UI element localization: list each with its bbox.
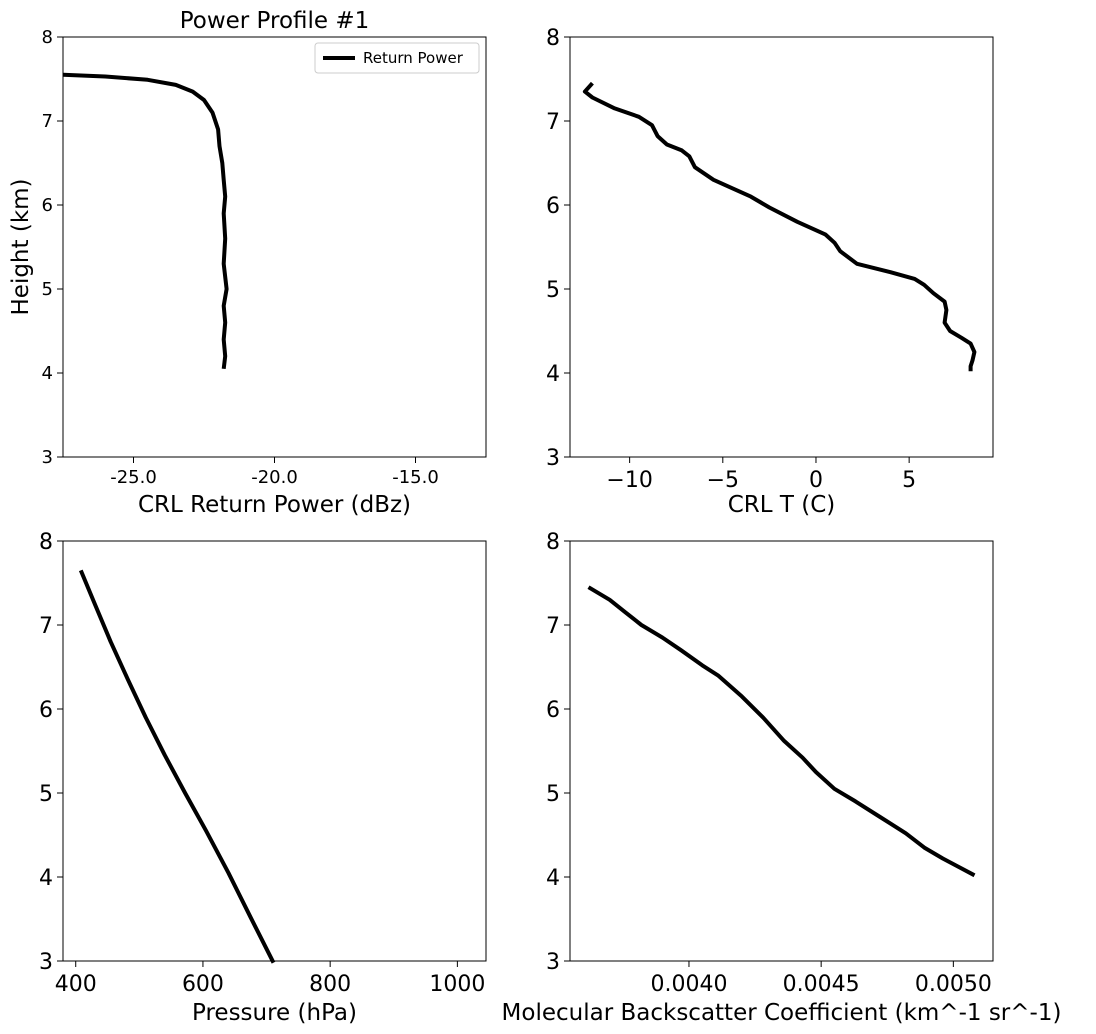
y-tick-label: 7 [39, 614, 53, 639]
legend: Return Power [314, 42, 480, 74]
x-tick-label: -25.0 [110, 467, 157, 488]
legend-box [314, 42, 480, 74]
x-tick-label: -20.0 [251, 467, 298, 488]
x-tick-label: −5 [707, 468, 739, 493]
y-tick-label: 8 [546, 26, 560, 51]
x-tick-label: 0.0050 [915, 972, 992, 997]
subplot-2: −10 −5 0 5 3 4 5 6 7 8 CRL T (C) [546, 26, 994, 518]
x-tick-label: 600 [182, 972, 224, 997]
y-tick-label: 6 [39, 698, 53, 723]
x-tick-label: −10 [606, 468, 652, 493]
y-tick-label: 6 [42, 195, 53, 216]
legend-entry: Return Power [363, 49, 464, 67]
y-tick-label: 8 [39, 530, 53, 555]
x-axis-label: Pressure (hPa) [192, 1000, 357, 1026]
y-tick-label: 3 [42, 447, 53, 468]
y-axis-label: Height (km) [8, 178, 34, 315]
y-tick-label: 7 [546, 110, 560, 135]
x-tick-label: 0 [809, 468, 823, 493]
y-tick-label: 5 [546, 782, 560, 807]
y-tick-label: 4 [42, 363, 53, 384]
y-tick-label: 5 [39, 782, 53, 807]
y-tick-label: 6 [546, 698, 560, 723]
axes-frame [569, 540, 994, 962]
y-tick-label: 3 [39, 950, 53, 975]
y-tick-label: 5 [546, 278, 560, 303]
x-tick-label: 0.0045 [783, 972, 860, 997]
y-tick-label: 7 [42, 111, 53, 132]
y-tick-label: 5 [42, 279, 53, 300]
y-tick-label: 4 [546, 362, 560, 387]
x-axis-label: CRL T (C) [728, 492, 836, 518]
x-tick-label: 1000 [429, 972, 485, 997]
axes-frame [62, 36, 487, 458]
series-line-2-1 [582, 81, 977, 372]
x-axis-label: CRL Return Power (dBz) [138, 492, 411, 518]
series-line-1-1 [62, 72, 229, 370]
y-tick-label: 7 [546, 614, 560, 639]
y-tick-label: 4 [39, 866, 53, 891]
y-tick-label: 8 [546, 530, 560, 555]
chart-title: Power Profile #1 [180, 8, 370, 34]
x-axis-label: Molecular Backscatter Coefficient (km^-1… [502, 1000, 1062, 1026]
y-tick-label: 3 [546, 446, 560, 471]
x-tick-label: 400 [55, 972, 97, 997]
y-tick-label: 4 [546, 866, 560, 891]
series-line-3-1 [78, 569, 276, 964]
subplot-4: 0.0040 0.0045 0.0050 3 4 5 6 7 8 Molecular Backsc… [502, 530, 1062, 1026]
y-tick-label: 6 [546, 194, 560, 219]
axes-frame [569, 36, 994, 458]
subplot-1: -25.0 -20.0 -15.0 3 4 5 6 7 8 CRL Return Power (d… [8, 8, 487, 518]
y-tick-label: 8 [42, 27, 53, 48]
axes-frame [62, 540, 487, 962]
y-tick-label: 3 [546, 950, 560, 975]
series-line-4-1 [587, 585, 976, 878]
x-tick-label: 5 [902, 468, 916, 493]
x-tick-label: -15.0 [392, 467, 439, 488]
x-tick-label: 0.0040 [650, 972, 727, 997]
x-tick-label: 800 [309, 972, 351, 997]
subplot-3: 400 600 800 1000 3 4 5 6 7 8 Pressure (hPa) [39, 530, 487, 1026]
